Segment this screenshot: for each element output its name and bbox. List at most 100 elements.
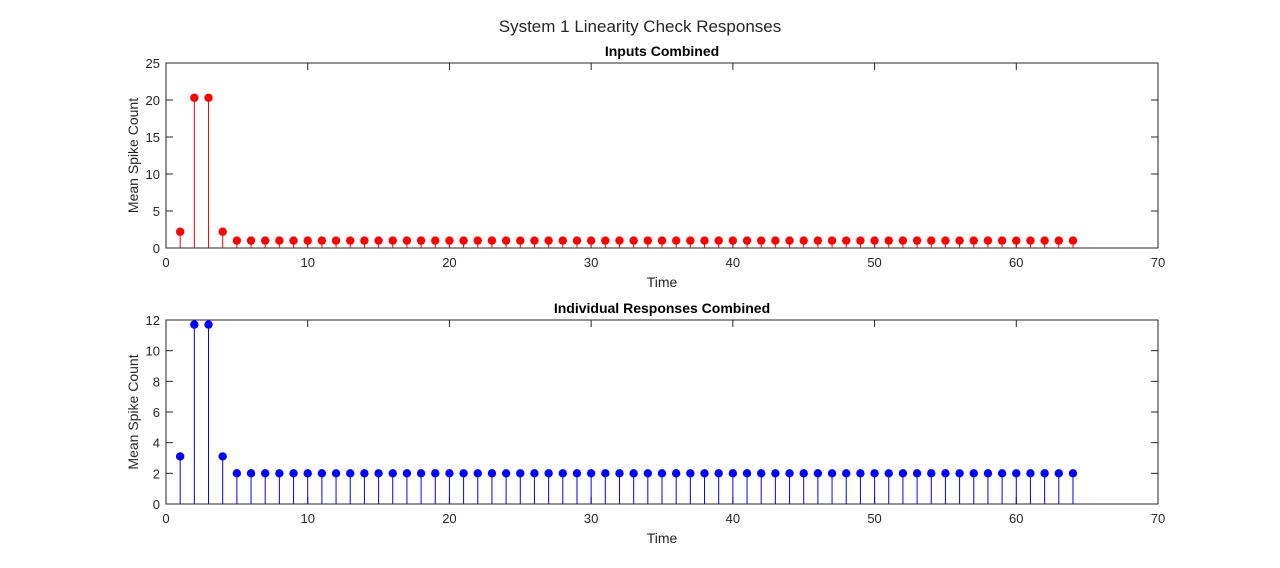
plot2-stem-marker	[671, 469, 681, 478]
plot2-stem-marker	[969, 469, 978, 478]
plot1-stem-marker	[516, 236, 525, 245]
plot2-stem-marker	[431, 469, 440, 478]
plot1-stem-marker	[799, 236, 808, 245]
plot1-x-tick-label: 70	[1151, 255, 1165, 270]
plot2-stem-marker	[615, 469, 624, 478]
plot1-stem-marker	[218, 227, 227, 236]
plot1-stem-marker	[175, 227, 185, 236]
plot1-stem-marker	[955, 236, 964, 245]
plot2-stem-marker	[388, 469, 397, 478]
plot2-stem-marker	[303, 469, 312, 478]
plot2-y-tick-label: 8	[153, 374, 160, 389]
plot1-x-tick-label: 60	[1009, 255, 1023, 270]
plot2-stem-marker	[714, 469, 723, 478]
plot1-x-tick-label: 20	[442, 255, 456, 270]
plot2-stem-marker	[842, 469, 851, 478]
plot1-stem-marker	[813, 236, 823, 245]
plot1-y-axis-label: Mean Spike Count	[125, 98, 141, 213]
plot2-stem-marker	[374, 469, 383, 478]
plot1-stem-marker	[303, 236, 312, 245]
plot1-series	[175, 93, 1078, 248]
plot1-y-tick-label: 25	[146, 56, 160, 71]
plot1-stem-marker	[757, 236, 766, 245]
plot2-stem-marker	[700, 469, 709, 478]
plot2-x-tick-label: 40	[726, 511, 740, 526]
plot1-stem-marker	[842, 236, 851, 245]
plot2-stem-marker	[657, 469, 667, 478]
plot1-stem-marker	[289, 236, 298, 245]
plot2-stem-marker	[586, 469, 596, 478]
plot2-stem-marker	[983, 469, 993, 478]
plot1-stem-marker	[671, 236, 681, 245]
plot1-stem-marker	[1068, 236, 1078, 245]
plot1-stem-marker	[785, 236, 794, 245]
plot1-stem-marker	[360, 236, 369, 245]
plot2-stem-marker	[771, 469, 780, 478]
plot2-stem-marker	[785, 469, 794, 478]
plot1-stem-marker	[346, 236, 355, 245]
plot2-stem-marker	[912, 469, 922, 478]
plot1-y-tick-label: 10	[146, 167, 160, 182]
plot1-stem-marker	[1054, 236, 1064, 245]
plot2-stem-marker	[487, 469, 497, 478]
plot2-y-tick-label: 4	[153, 436, 160, 451]
plot1-stem-marker	[473, 236, 482, 245]
plot2-stem-marker	[955, 469, 964, 478]
plot2-x-tick-label: 60	[1009, 511, 1023, 526]
plot1-axes-box	[165, 62, 1159, 249]
plot2-stem-marker	[530, 469, 539, 478]
plot1-stem-marker	[997, 236, 1007, 245]
plot2-stem-marker	[558, 469, 567, 478]
plot1-stem-marker	[431, 236, 440, 245]
plot1-x-tick-label: 40	[726, 255, 740, 270]
plot2-stem-marker	[686, 469, 695, 478]
plot2-x-tick-label: 30	[584, 511, 598, 526]
plot2-stem-marker	[997, 469, 1007, 478]
plot1-stem-marker	[459, 236, 468, 245]
plot2-stem-marker	[204, 320, 213, 329]
plot2-stem-marker	[246, 469, 256, 478]
plot1-x-tick-label: 50	[867, 255, 881, 270]
plot2-stem-marker	[813, 469, 823, 478]
plot2-y-tick-label: 10	[146, 344, 160, 359]
plot1-stem-marker	[1026, 236, 1035, 245]
plot2-stem-marker	[275, 469, 284, 478]
plot2-stem-marker	[884, 469, 893, 478]
plot1-stem-marker	[601, 236, 610, 245]
plot2-stem-marker	[175, 452, 185, 461]
plot1-stem-marker	[728, 236, 738, 245]
plot2-axes: 0 10 20 30 40 50 60 70 0 2 4 6 8 10 12 Individual Respo…	[125, 300, 1165, 546]
plot2-stem-marker	[757, 469, 766, 478]
plot1-stem-marker	[232, 236, 242, 245]
plot1-stem-marker	[445, 236, 454, 245]
plot2-stem-marker	[898, 469, 908, 478]
plot2-stem-marker	[346, 469, 355, 478]
plot1-stem-marker	[190, 93, 199, 102]
plot1-stem-marker	[827, 236, 837, 245]
plot1-stem-marker	[487, 236, 497, 245]
plot2-y-axis-label: Mean Spike Count	[125, 354, 141, 469]
plot2-stem-marker	[317, 469, 327, 478]
plot2-stem-marker	[218, 452, 227, 461]
plot1-stem-marker	[629, 236, 638, 245]
plot1-stem-marker	[544, 236, 553, 245]
plot2-stem-marker	[742, 469, 752, 478]
plot2-stem-marker	[870, 469, 879, 478]
plot2-stem-marker	[728, 469, 738, 478]
plot1-stem-marker	[898, 236, 908, 245]
plot2-stem-marker	[445, 469, 454, 478]
plot2-stem-marker	[416, 469, 426, 478]
plot1-stem-marker	[1040, 236, 1049, 245]
plot1-stem-marker	[572, 236, 582, 245]
plot2-stem-marker	[232, 469, 242, 478]
plot2-stem-marker	[643, 469, 653, 478]
plot1-stem-marker	[941, 236, 950, 245]
plot1-stem-marker	[1012, 236, 1021, 245]
plot1-stem-marker	[969, 236, 978, 245]
plot1-stem-marker	[374, 236, 383, 245]
plot2-stem-marker	[473, 469, 482, 478]
plot2-x-tick-label: 20	[442, 511, 456, 526]
plot2-y-tick-label: 0	[153, 497, 160, 512]
plot2-x-tick-label: 0	[162, 511, 169, 526]
